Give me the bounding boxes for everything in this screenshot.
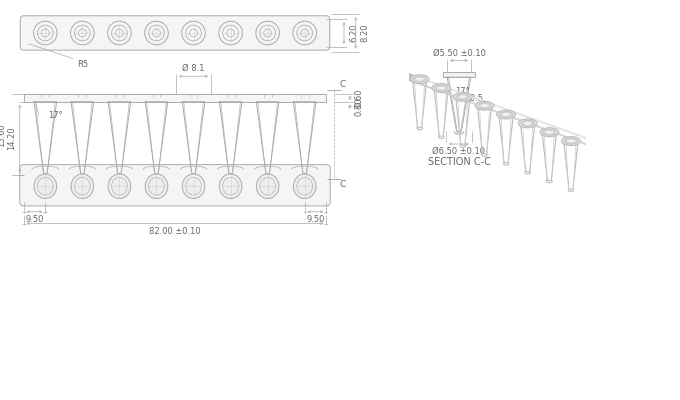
Text: 17°: 17°: [48, 111, 63, 120]
Text: Ø5.50 ±0.10: Ø5.50 ±0.10: [432, 48, 486, 58]
Text: SECTION C-C: SECTION C-C: [428, 157, 490, 167]
Text: Ø 8.1: Ø 8.1: [182, 64, 205, 73]
Text: 15.60: 15.60: [0, 123, 6, 146]
FancyBboxPatch shape: [20, 165, 330, 206]
Ellipse shape: [562, 137, 580, 146]
Ellipse shape: [219, 174, 242, 198]
Ellipse shape: [543, 129, 556, 135]
Text: R0.5: R0.5: [464, 94, 483, 103]
Ellipse shape: [456, 94, 470, 100]
Ellipse shape: [502, 112, 511, 116]
Ellipse shape: [499, 112, 513, 118]
Ellipse shape: [545, 130, 554, 134]
Ellipse shape: [34, 174, 56, 198]
Ellipse shape: [518, 119, 537, 128]
Text: C: C: [339, 180, 345, 189]
Text: C: C: [339, 80, 345, 89]
Ellipse shape: [108, 174, 131, 198]
Text: 0.80: 0.80: [355, 98, 364, 116]
Ellipse shape: [410, 75, 429, 84]
Text: 14.20: 14.20: [7, 127, 16, 150]
Ellipse shape: [521, 120, 534, 126]
Ellipse shape: [413, 76, 426, 82]
Ellipse shape: [475, 101, 494, 110]
Ellipse shape: [71, 174, 94, 198]
Ellipse shape: [182, 174, 205, 198]
Text: 6.20: 6.20: [349, 24, 358, 42]
Text: 9.50: 9.50: [25, 215, 44, 224]
Polygon shape: [410, 74, 585, 138]
Bar: [443, 72, 475, 77]
Ellipse shape: [256, 174, 279, 198]
Text: 8.20: 8.20: [360, 24, 370, 42]
Ellipse shape: [458, 95, 467, 99]
Text: R5: R5: [77, 60, 88, 70]
Ellipse shape: [497, 110, 515, 119]
Ellipse shape: [524, 122, 532, 125]
Ellipse shape: [540, 128, 559, 137]
Text: 17°: 17°: [455, 88, 470, 96]
Ellipse shape: [437, 86, 445, 90]
Ellipse shape: [293, 174, 316, 198]
FancyBboxPatch shape: [20, 16, 330, 50]
Ellipse shape: [480, 104, 489, 108]
Ellipse shape: [435, 85, 448, 91]
Text: 82.00 ±0.10: 82.00 ±0.10: [149, 226, 201, 236]
Ellipse shape: [566, 139, 575, 143]
Polygon shape: [410, 74, 415, 82]
Bar: [24, 94, 326, 102]
Ellipse shape: [564, 138, 578, 144]
Text: 0.60: 0.60: [355, 88, 364, 107]
Ellipse shape: [454, 92, 472, 101]
Ellipse shape: [146, 174, 168, 198]
Ellipse shape: [432, 84, 451, 92]
Ellipse shape: [477, 103, 492, 109]
Polygon shape: [410, 80, 585, 144]
Text: Ø6.50 ±0.10: Ø6.50 ±0.10: [432, 147, 486, 156]
Ellipse shape: [415, 77, 424, 81]
Text: 9.50: 9.50: [306, 215, 324, 224]
